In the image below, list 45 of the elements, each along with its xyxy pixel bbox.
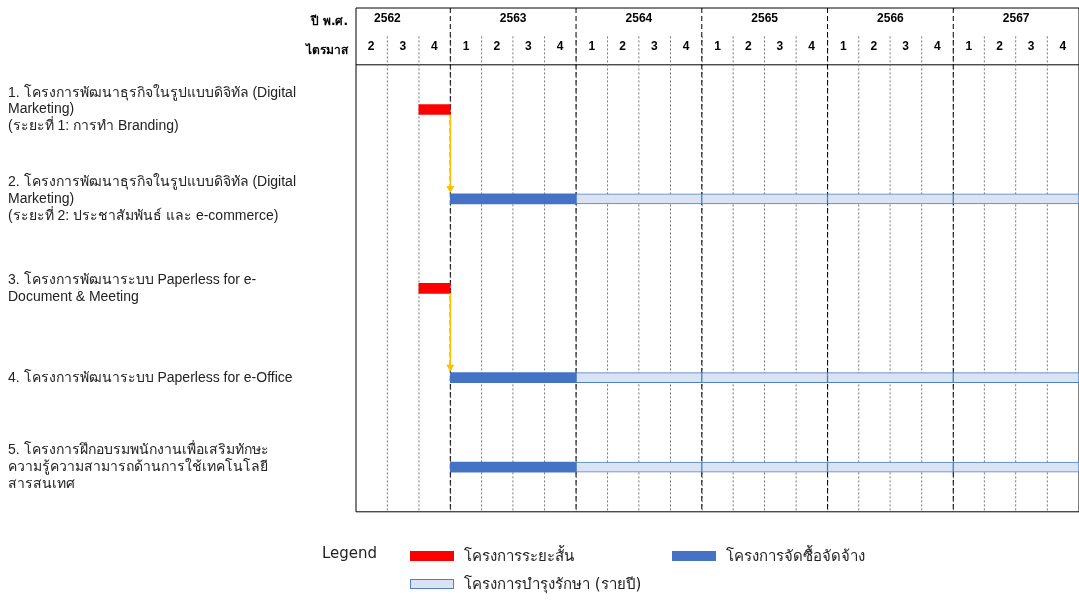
x2-tick-label: 4	[682, 38, 690, 53]
legend-label: โครงการบำรุงรักษา (รายปี)	[464, 574, 642, 596]
x-tick-label: 2563	[499, 10, 527, 25]
x2-tick-label: 1	[839, 38, 847, 53]
y-tick-label: 5. โครงการฝึกอบรมพนักงานเพื่อเสริมทักษะ ความรู้ความสามารถด้านการใช้เทคโนโลยี สารสนเทศ	[8, 440, 269, 491]
x2-tick-label: 1	[462, 38, 470, 53]
y-tick-label: 4. โครงการพัฒนาระบบ Paperless for e-Office	[8, 368, 293, 385]
x2-tick-label: 3	[776, 38, 784, 53]
x2-tick-label: 4	[808, 38, 816, 53]
legend-title: Legend	[322, 544, 379, 564]
x2-tick-label: 2	[870, 38, 878, 53]
x2-tick-label: 3	[902, 38, 910, 53]
x2-tick-label: 3	[525, 38, 533, 53]
x2-tick-label: 1	[965, 38, 973, 53]
y-tick-label: 2. โครงการพัฒนาธุรกิจในรูปแบบดิจิทัล (Digital Marketing) (ระยะที่ 2: ประชาสัมพันธ์ และ e-commerce)	[8, 172, 297, 223]
bar	[449, 372, 577, 384]
y-tick-label: 3. โครงการพัฒนาระบบ Paperless for e- Document & Meeting	[8, 270, 257, 304]
y-tick-label: 1. โครงการพัฒนาธุรกิจในรูปแบบดิจิทัล (Digital Marketing) (ระยะที่ 1: การทำ Branding)	[8, 83, 297, 134]
x2-tick-label: 3	[399, 38, 407, 53]
x-tick-label: 2565	[751, 10, 779, 25]
legend-label: โครงการจัดซื้อจัดจ้าง	[726, 544, 865, 567]
x-tick-label: 2562	[374, 10, 402, 25]
bar	[418, 282, 451, 294]
x2-tick-label: 2	[619, 38, 627, 53]
x2-tick-label: 4	[933, 38, 941, 53]
bar	[418, 104, 451, 115]
legend-label: โครงการระยะสั้น	[464, 544, 574, 567]
x-axis-title: ปี พ.ศ.	[309, 14, 348, 29]
x2-tick-label: 3	[1027, 38, 1035, 53]
x2-tick-label: 1	[588, 38, 596, 53]
x2-tick-label: 2	[996, 38, 1004, 53]
x2-tick-label: 4	[1059, 38, 1067, 53]
x2-tick-label: 3	[651, 38, 659, 53]
x2-tick-label: 1	[714, 38, 722, 53]
x2-tick-label: 2	[493, 38, 501, 53]
x2-tick-label: 4	[556, 38, 564, 53]
x-tick-label: 2566	[877, 10, 905, 25]
x-tick-label: 2564	[625, 10, 653, 25]
x2-tick-label: 2	[367, 38, 375, 53]
bar	[449, 461, 577, 473]
x2-tick-label: 2	[744, 38, 752, 53]
x2-tick-label: 4	[431, 38, 439, 53]
x-tick-label: 2567	[1002, 10, 1030, 25]
bar	[449, 193, 577, 205]
x2-axis-title: ไตรมาส	[304, 41, 349, 57]
